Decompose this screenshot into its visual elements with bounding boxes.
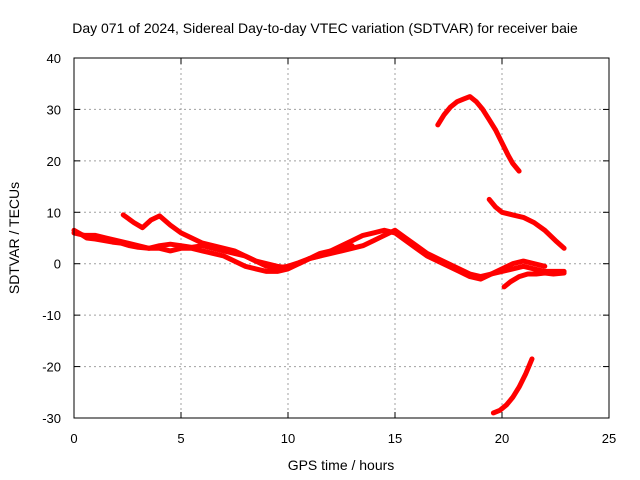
series-track-c: [71, 230, 355, 274]
series-track-e: [486, 196, 567, 251]
y-tick-label: 0: [54, 257, 61, 272]
y-tick-label: -20: [42, 360, 61, 375]
x-tick-label: 5: [177, 431, 184, 446]
y-tick-label: -30: [42, 411, 61, 426]
y-tick-label: -10: [42, 308, 61, 323]
y-tick-label: 30: [47, 102, 61, 117]
y-tick-labels: -30 -20 -10 0 10 20 30 40: [42, 51, 61, 426]
x-tick-label: 15: [388, 431, 402, 446]
x-tick-label: 20: [495, 431, 509, 446]
plot-frame: [73, 57, 610, 419]
ticks: [73, 57, 610, 419]
x-tick-label: 25: [602, 431, 616, 446]
y-tick-label: 40: [47, 51, 61, 66]
x-tick-label: 10: [281, 431, 295, 446]
series-track-d: [435, 94, 522, 174]
series-track-f: [501, 270, 567, 290]
x-axis-label: GPS time / hours: [288, 457, 395, 473]
chart-title: Day 071 of 2024, Sidereal Day-to-day VTE…: [72, 20, 578, 36]
y-axis-label: SDTVAR / TECUs: [6, 182, 22, 294]
series-track-g: [490, 356, 535, 416]
y-tick-label: 20: [47, 154, 61, 169]
y-tick-label: 10: [47, 205, 61, 220]
series-group: [71, 94, 567, 416]
x-tick-label: 0: [70, 431, 77, 446]
x-tick-labels: 0 5 10 15 20 25: [70, 431, 616, 446]
